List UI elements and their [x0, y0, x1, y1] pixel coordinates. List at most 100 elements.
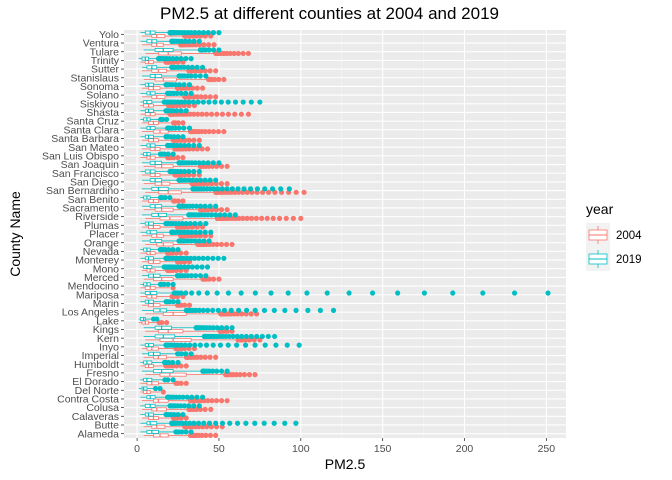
- y-tick-label: Sacramento: [62, 203, 119, 215]
- y-tick-label: Lake: [96, 315, 119, 327]
- outlier-point: [166, 247, 172, 253]
- outlier-point: [210, 307, 216, 313]
- outlier-point: [282, 307, 288, 313]
- box-iqr: [159, 372, 187, 377]
- outlier-point: [161, 151, 167, 157]
- outlier-point: [248, 333, 254, 340]
- outlier-point: [225, 342, 231, 348]
- outlier-point: [242, 342, 249, 348]
- outlier-point: [170, 299, 176, 305]
- y-tick-label: Orange: [84, 237, 119, 249]
- box-2019-nevada: [140, 247, 181, 253]
- box-2019-san-francisco: [140, 168, 202, 175]
- outlier-point: [190, 177, 196, 183]
- outlier-point: [187, 420, 193, 426]
- outlier-point: [175, 299, 181, 305]
- outlier-point: [170, 359, 176, 366]
- outlier-point: [195, 111, 201, 117]
- outlier-point: [181, 403, 188, 409]
- outlier-point: [181, 125, 187, 131]
- outlier-point: [182, 342, 188, 348]
- outlier-point: [231, 311, 237, 317]
- outlier-point: [199, 432, 205, 438]
- outlier-point: [199, 264, 205, 270]
- outlier-point: [261, 307, 268, 313]
- box-iqr: [143, 265, 153, 269]
- outlier-point: [270, 215, 276, 221]
- outlier-point: [180, 411, 186, 418]
- outlier-point: [210, 368, 216, 374]
- y-tick-label: Sutter: [91, 64, 120, 76]
- box-iqr: [143, 377, 153, 382]
- outlier-point: [317, 307, 323, 313]
- x-tick-label: 250: [538, 443, 556, 455]
- y-tick-label: El Dorado: [72, 376, 119, 388]
- outlier-point: [170, 281, 176, 287]
- y-tick-label: Santa Cruz: [66, 116, 119, 128]
- outlier-point: [200, 99, 206, 105]
- outlier-point: [200, 30, 207, 36]
- outlier-point: [157, 385, 163, 392]
- box-iqr: [153, 277, 174, 282]
- outlier-point: [191, 420, 197, 426]
- box-iqr: [157, 51, 182, 56]
- outlier-point: [213, 94, 219, 100]
- box-2004-lake: [138, 319, 170, 326]
- outlier-point: [189, 290, 195, 296]
- outlier-point: [234, 333, 240, 340]
- outlier-point: [200, 307, 206, 313]
- outlier-point: [191, 255, 198, 261]
- outlier-point: [154, 316, 160, 322]
- outlier-point: [221, 76, 227, 83]
- outlier-point: [252, 372, 258, 378]
- box-2019-santa-cruz: [140, 116, 170, 123]
- box-iqr: [139, 317, 146, 322]
- outlier-point: [202, 94, 208, 100]
- outlier-point: [271, 420, 277, 426]
- outlier-point: [202, 177, 208, 183]
- box-iqr: [148, 259, 161, 264]
- box-2004-merced: [143, 276, 222, 282]
- outlier-point: [206, 99, 212, 105]
- outlier-point: [272, 333, 278, 340]
- legend-label: 2004: [616, 230, 642, 242]
- outlier-point: [184, 394, 190, 400]
- y-tick-label: Contra Costa: [57, 394, 119, 406]
- box-iqr: [146, 346, 159, 351]
- outlier-point: [170, 377, 176, 383]
- outlier-point: [176, 125, 182, 131]
- box-iqr: [153, 433, 169, 438]
- y-tick-label: Kings: [93, 324, 119, 336]
- box-2019-orange: [142, 238, 212, 244]
- box-2019-colusa: [140, 403, 202, 409]
- outlier-point: [211, 186, 217, 192]
- box-2019-siskiyou: [140, 99, 263, 105]
- box-2019-san-benito: [140, 194, 173, 201]
- outlier-point: [192, 30, 198, 36]
- outlier-point: [233, 372, 239, 378]
- outlier-point: [205, 307, 211, 313]
- outlier-point: [214, 325, 220, 331]
- outlier-point: [219, 111, 226, 117]
- outlier-point: [183, 56, 189, 62]
- outlier-point: [192, 220, 198, 227]
- outlier-point: [183, 290, 189, 296]
- box-2019-merced: [142, 273, 209, 279]
- y-tick-label: San Francisco: [52, 168, 119, 180]
- outlier-point: [178, 403, 184, 409]
- outlier-point: [324, 290, 330, 296]
- outlier-point: [206, 420, 213, 426]
- y-tick-label: Humboldt: [74, 359, 119, 371]
- outlier-point: [183, 380, 189, 386]
- x-tick-label: 100: [292, 443, 310, 455]
- outlier-point: [210, 128, 217, 135]
- outlier-point: [236, 215, 242, 221]
- outlier-point: [225, 290, 232, 296]
- box-iqr: [154, 334, 176, 339]
- outlier-point: [178, 342, 184, 348]
- outlier-point: [180, 394, 186, 400]
- outlier-point: [227, 50, 233, 57]
- outlier-point: [225, 111, 232, 117]
- box-iqr: [151, 42, 164, 47]
- box-2019-lake: [138, 316, 160, 322]
